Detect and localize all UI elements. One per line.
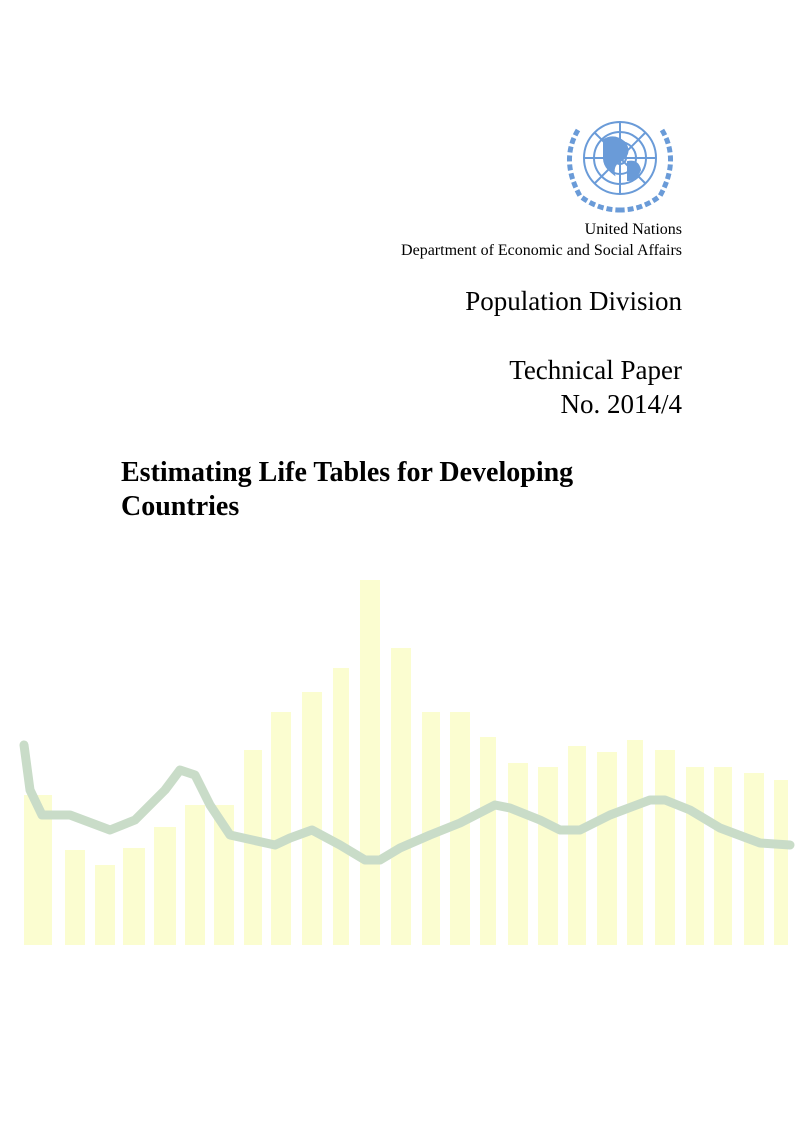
series: Technical Paper [509, 355, 682, 385]
paper-number: No. 2014/4 [560, 389, 683, 419]
title: Estimating Life Tables for Developing Co… [121, 457, 574, 522]
decorative-line [19, 740, 795, 865]
decorative-bars [24, 580, 788, 945]
un-emblem [567, 121, 673, 213]
department: Department of Economic and Social Affair… [401, 242, 682, 259]
division: Population Division [465, 286, 682, 316]
organization: United Nations [584, 221, 682, 238]
